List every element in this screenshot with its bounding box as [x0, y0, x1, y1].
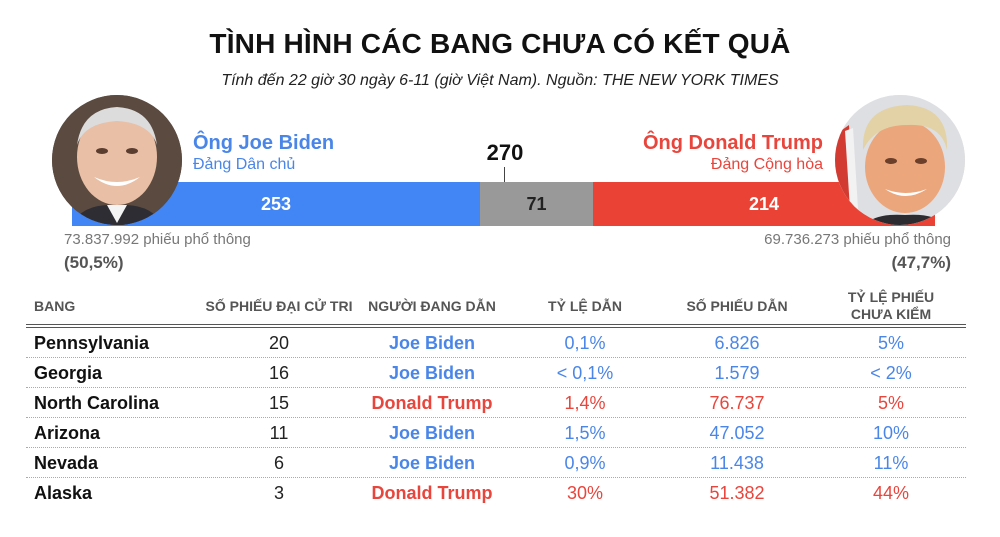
- margin-votes: 11.438: [710, 452, 764, 473]
- header-margin-votes: SỐ PHIẾU DẪN: [686, 297, 788, 314]
- uncounted-pct: 10%: [872, 422, 910, 443]
- state-name: Georgia: [34, 362, 103, 383]
- state-name: North Carolina: [34, 392, 160, 413]
- leader: Joe Biden: [388, 362, 476, 383]
- leader: Joe Biden: [388, 332, 476, 353]
- table-row: Arizona 11 Joe Biden 1,5% 47.052 10%: [26, 418, 966, 448]
- page-title: TÌNH HÌNH CÁC BANG CHƯA CÓ KẾT QUẢ: [209, 28, 791, 59]
- leader: Joe Biden: [388, 422, 476, 443]
- biden-name: Ông Joe Biden: [193, 132, 335, 154]
- margin-votes: 51.382: [709, 482, 765, 503]
- biden-popular-votes: 73.837.992 phiếu phổ thông: [64, 231, 251, 248]
- uncounted-pct: 11%: [873, 452, 909, 473]
- state-name: Nevada: [34, 452, 99, 473]
- biden-portrait-icon: [52, 95, 182, 225]
- biden-photo: [52, 95, 182, 225]
- margin-pct: < 0,1%: [556, 362, 614, 383]
- threshold-label: 270: [486, 140, 524, 165]
- trump-portrait-icon: [835, 95, 965, 225]
- state-name: Arizona: [34, 422, 101, 443]
- electoral-votes: 3: [273, 482, 284, 503]
- header-margin-pct: TỶ LỆ DẪN: [548, 297, 622, 314]
- margin-pct: 1,5%: [564, 422, 606, 443]
- trump-electoral-votes: 214: [748, 193, 780, 214]
- margin-votes: 47.052: [709, 422, 765, 443]
- table-row: Nevada 6 Joe Biden 0,9% 11.438 11%: [26, 448, 966, 478]
- trump-name: Ông Donald Trump: [643, 132, 823, 154]
- electoral-votes: 15: [268, 392, 290, 413]
- leader: Donald Trump: [371, 482, 493, 503]
- states-table: BANG SỐ PHIẾU ĐẠI CỬ TRI NGƯỜI ĐANG DẪN …: [26, 284, 966, 508]
- table-row: Alaska 3 Donald Trump 30% 51.382 44%: [26, 478, 966, 508]
- margin-pct: 0,1%: [564, 332, 606, 353]
- table-row: North Carolina 15 Donald Trump 1,4% 76.7…: [26, 388, 966, 418]
- trump-popular-votes: 69.736.273 phiếu phổ thông: [764, 231, 951, 248]
- uncounted-pct: 5%: [877, 392, 904, 413]
- trump-photo: [835, 95, 965, 225]
- threshold-tick: [504, 167, 505, 182]
- table-row: Georgia 16 Joe Biden < 0,1% 1.579 < 2%: [26, 358, 966, 388]
- header-leader: NGƯỜI ĐANG DẪN: [368, 297, 496, 314]
- header-state: BANG: [34, 297, 76, 314]
- biden-electoral-votes: 253: [260, 193, 292, 214]
- leader: Donald Trump: [371, 392, 493, 413]
- state-name: Pennsylvania: [34, 332, 150, 353]
- uncounted-pct: < 2%: [870, 362, 912, 383]
- table-row: Pennsylvania 20 Joe Biden 0,1% 6.826 5%: [26, 328, 966, 358]
- electoral-votes: 16: [268, 362, 290, 383]
- margin-votes: 76.737: [709, 392, 765, 413]
- electoral-votes: 6: [273, 452, 284, 473]
- uncounted-pct: 44%: [872, 482, 910, 503]
- state-name: Alaska: [34, 482, 93, 503]
- header-electoral-votes: SỐ PHIẾU ĐẠI CỬ TRI: [205, 297, 353, 314]
- header-uncounted: TỶ LỆ PHIẾU CHƯA KIỂM: [847, 289, 935, 322]
- trump-party: Đảng Cộng hòa: [710, 156, 823, 173]
- biden-party: Đảng Dân chủ: [193, 156, 296, 173]
- leader: Joe Biden: [388, 452, 476, 473]
- margin-votes: 1.579: [714, 362, 760, 383]
- margin-pct: 1,4%: [564, 392, 606, 413]
- margin-pct: 0,9%: [564, 452, 606, 473]
- page-subtitle: Tính đến 22 giờ 30 ngày 6-11 (giờ Việt N…: [221, 72, 779, 89]
- undecided-electoral-votes: 71: [526, 193, 547, 214]
- undecided-electoral-bar: 71: [480, 182, 593, 226]
- uncounted-pct: 5%: [877, 332, 904, 353]
- margin-votes: 6.826: [714, 332, 760, 353]
- margin-pct: 30%: [566, 482, 604, 503]
- biden-popular-pct: (50,5%): [64, 253, 124, 272]
- electoral-votes: 20: [268, 332, 290, 353]
- electoral-votes: 11: [269, 422, 289, 443]
- trump-popular-pct: (47,7%): [891, 253, 951, 272]
- table-header: BANG SỐ PHIẾU ĐẠI CỬ TRI NGƯỜI ĐANG DẪN …: [26, 284, 966, 328]
